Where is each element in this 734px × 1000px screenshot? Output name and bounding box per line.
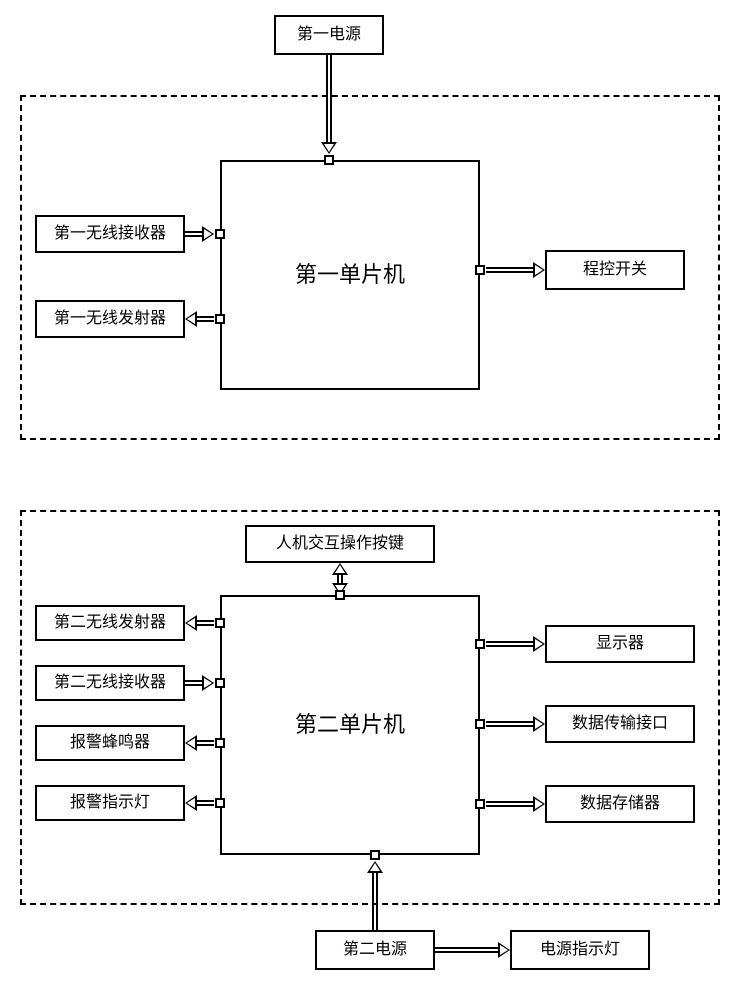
- node-pcswitch: 程控开关: [545, 250, 685, 290]
- node-label: 显示器: [596, 634, 644, 653]
- arrow-head-icon: [321, 142, 337, 154]
- port-icon: [215, 678, 225, 688]
- port-icon: [475, 639, 485, 649]
- port-icon: [215, 618, 225, 628]
- arrow-line: [197, 620, 214, 626]
- arrow-head-icon: [185, 735, 197, 751]
- port-icon: [215, 229, 225, 239]
- arrow-head-icon: [332, 563, 348, 575]
- diagram-canvas: 第一电源第一单片机 第一无线接收器第一无线发射器 程控开关人机交互操作按键第二单片机…: [0, 0, 734, 1000]
- node-label: 程控开关: [583, 260, 647, 279]
- arrow-head-icon: [498, 942, 510, 958]
- node-hmi: 人机交互操作按键: [245, 525, 435, 563]
- port-icon: [335, 590, 345, 600]
- node-datamem: 数据存储器: [545, 785, 695, 823]
- arrow-head-icon: [202, 226, 214, 242]
- node-label: 第一电源: [297, 25, 361, 44]
- arrow-head-icon: [533, 262, 545, 278]
- arrow-head-icon: [367, 861, 383, 873]
- arrow-line: [372, 873, 378, 930]
- arrow-head-icon: [185, 795, 197, 811]
- arrow-line: [326, 55, 332, 142]
- node-label: 电源指示灯: [540, 940, 620, 959]
- node-label: 第二无线发射器: [54, 613, 166, 632]
- node-display: 显示器: [545, 625, 695, 663]
- arrow-head-icon: [185, 615, 197, 631]
- node-alarmled: 报警指示灯: [35, 785, 185, 821]
- node-tx2: 第二无线发射器: [35, 605, 185, 641]
- port-icon: [475, 799, 485, 809]
- arrow-head-icon: [533, 716, 545, 732]
- node-label: 人机交互操作按键: [276, 534, 404, 553]
- port-icon: [475, 719, 485, 729]
- node-label: 第二单片机: [295, 712, 405, 738]
- node-label: 数据传输接口: [572, 714, 668, 733]
- port-icon: [215, 738, 225, 748]
- arrow-line: [185, 231, 202, 237]
- node-power2: 第二电源: [315, 930, 435, 970]
- arrow-head-icon: [185, 311, 197, 327]
- node-label: 第一单片机: [295, 262, 405, 288]
- node-label: 报警蜂鸣器: [70, 733, 150, 752]
- node-rx2: 第二无线接收器: [35, 665, 185, 701]
- arrow-line: [185, 680, 202, 686]
- arrow-line: [197, 740, 214, 746]
- port-icon: [215, 314, 225, 324]
- node-tx1: 第一无线发射器: [35, 300, 185, 338]
- node-buzzer: 报警蜂鸣器: [35, 725, 185, 761]
- arrow-line: [435, 947, 498, 953]
- arrow-line: [486, 641, 533, 647]
- node-power1: 第一电源: [274, 15, 384, 55]
- arrow-line: [486, 721, 533, 727]
- arrow-head-icon: [533, 636, 545, 652]
- node-dataport: 数据传输接口: [545, 705, 695, 743]
- arrow-head-icon: [202, 675, 214, 691]
- port-icon: [324, 155, 334, 165]
- node-rx1: 第一无线接收器: [35, 215, 185, 253]
- node-mcu2: 第二单片机: [220, 595, 480, 855]
- arrow-line: [486, 801, 533, 807]
- node-label: 第二电源: [343, 940, 407, 959]
- node-label: 第一无线接收器: [54, 224, 166, 243]
- node-label: 数据存储器: [580, 794, 660, 813]
- port-icon: [370, 850, 380, 860]
- node-mcu1: 第一单片机: [220, 160, 480, 390]
- node-powerled: 电源指示灯: [510, 930, 650, 970]
- arrow-line: [197, 800, 214, 806]
- port-icon: [215, 798, 225, 808]
- port-icon: [475, 265, 485, 275]
- node-label: 报警指示灯: [70, 793, 150, 812]
- node-label: 第二无线接收器: [54, 673, 166, 692]
- arrow-head-icon: [533, 796, 545, 812]
- arrow-line: [197, 316, 214, 322]
- arrow-line: [486, 267, 533, 273]
- node-label: 第一无线发射器: [54, 309, 166, 328]
